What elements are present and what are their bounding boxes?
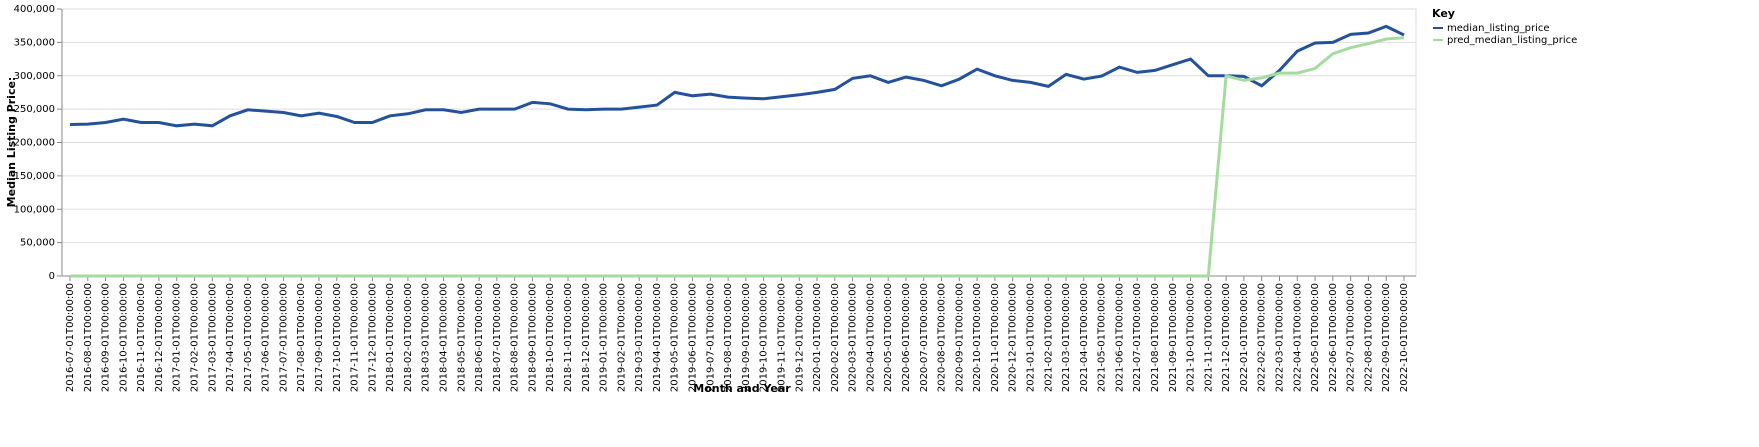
x-tick-label: 2017-06-01T00:00:00 (261, 283, 272, 392)
x-tick-label: 2018-10-01T00:00:00 (545, 283, 556, 392)
x-tick-label: 2019-04-01T00:00:00 (652, 283, 663, 392)
x-tick-label: 2017-11-01T00:00:00 (350, 283, 361, 392)
x-tick-label: 2017-08-01T00:00:00 (296, 283, 307, 392)
x-tick-label: 2016-09-01T00:00:00 (101, 283, 112, 392)
x-tick-label: 2019-02-01T00:00:00 (616, 283, 627, 392)
x-tick-label: 2021-11-01T00:00:00 (1203, 283, 1214, 392)
x-tick-label: 2018-09-01T00:00:00 (527, 283, 538, 392)
x-tick-label: 2020-03-01T00:00:00 (848, 283, 859, 392)
x-tick-label: 2018-03-01T00:00:00 (421, 283, 432, 392)
x-tick-label: 2020-11-01T00:00:00 (990, 283, 1001, 392)
x-tick-label: 2016-08-01T00:00:00 (83, 283, 94, 392)
x-tick-label: 2016-10-01T00:00:00 (118, 283, 129, 392)
legend-label: median_listing_price (1447, 23, 1550, 34)
x-tick-label: 2017-01-01T00:00:00 (172, 283, 183, 392)
legend-title: Key (1432, 7, 1455, 20)
x-tick-label: 2019-10-01T00:00:00 (759, 283, 770, 392)
x-tick-label: 2022-09-01T00:00:00 (1381, 283, 1392, 392)
x-tick-label: 2020-08-01T00:00:00 (937, 283, 948, 392)
x-tick-label: 2018-08-01T00:00:00 (510, 283, 521, 392)
x-tick-label: 2018-06-01T00:00:00 (474, 283, 485, 392)
y-tick-label: 50,000 (20, 238, 55, 249)
x-tick-label: 2018-07-01T00:00:00 (492, 283, 503, 392)
x-tick-label: 2020-02-01T00:00:00 (830, 283, 841, 392)
x-tick-label: 2020-05-01T00:00:00 (883, 283, 894, 392)
x-tick-label: 2019-12-01T00:00:00 (794, 283, 805, 392)
x-tick-label: 2017-02-01T00:00:00 (190, 283, 201, 392)
x-tick-label: 2021-05-01T00:00:00 (1097, 283, 1108, 392)
x-tick-label: 2022-04-01T00:00:00 (1292, 283, 1303, 392)
x-tick-label: 2017-12-01T00:00:00 (367, 283, 378, 392)
y-tick-label: 250,000 (14, 104, 55, 115)
x-tick-label: 2018-02-01T00:00:00 (403, 283, 414, 392)
x-tick-label: 2018-04-01T00:00:00 (439, 283, 450, 392)
x-tick-label: 2021-04-01T00:00:00 (1079, 283, 1090, 392)
x-tick-label: 2022-10-01T00:00:00 (1399, 283, 1410, 392)
x-tick-label: 2020-06-01T00:00:00 (901, 283, 912, 392)
x-tick-label: 2017-07-01T00:00:00 (278, 283, 289, 392)
x-tick-label: 2021-09-01T00:00:00 (1168, 283, 1179, 392)
x-tick-label: 2022-03-01T00:00:00 (1274, 283, 1285, 392)
x-tick-label: 2021-07-01T00:00:00 (1132, 283, 1143, 392)
x-tick-label: 2020-10-01T00:00:00 (972, 283, 983, 392)
x-tick-label: 2022-01-01T00:00:00 (1239, 283, 1250, 392)
x-tick-label: 2018-12-01T00:00:00 (581, 283, 592, 392)
x-tick-label: 2020-04-01T00:00:00 (865, 283, 876, 392)
x-tick-label: 2019-03-01T00:00:00 (634, 283, 645, 392)
x-tick-label: 2019-08-01T00:00:00 (723, 283, 734, 392)
x-tick-label: 2016-11-01T00:00:00 (136, 283, 147, 392)
x-tick-label: 2019-01-01T00:00:00 (599, 283, 610, 392)
x-axis-title: Month and Year (693, 382, 791, 395)
legend-label: pred_median_listing_price (1447, 35, 1577, 46)
x-tick-label: 2022-07-01T00:00:00 (1346, 283, 1357, 392)
x-tick-label: 2017-09-01T00:00:00 (314, 283, 325, 392)
x-tick-label: 2021-10-01T00:00:00 (1186, 283, 1197, 392)
y-tick-label: 300,000 (14, 71, 55, 82)
x-tick-label: 2018-11-01T00:00:00 (563, 283, 574, 392)
x-tick-label: 2020-12-01T00:00:00 (1008, 283, 1019, 392)
y-tick-label: 200,000 (14, 138, 55, 149)
x-tick-label: 2018-01-01T00:00:00 (385, 283, 396, 392)
x-tick-label: 2022-06-01T00:00:00 (1328, 283, 1339, 392)
y-tick-label: 400,000 (14, 4, 55, 15)
x-tick-label: 2021-03-01T00:00:00 (1061, 283, 1072, 392)
x-tick-label: 2017-03-01T00:00:00 (207, 283, 218, 392)
x-tick-label: 2022-02-01T00:00:00 (1257, 283, 1268, 392)
x-tick-label: 2020-01-01T00:00:00 (812, 283, 823, 392)
x-tick-label: 2017-05-01T00:00:00 (243, 283, 254, 392)
x-tick-label: 2017-04-01T00:00:00 (225, 283, 236, 392)
x-tick-label: 2022-08-01T00:00:00 (1363, 283, 1374, 392)
y-tick-label: 150,000 (14, 171, 55, 182)
x-tick-label: 2018-05-01T00:00:00 (456, 283, 467, 392)
x-tick-label: 2019-07-01T00:00:00 (705, 283, 716, 392)
x-tick-label: 2016-07-01T00:00:00 (65, 283, 76, 392)
y-axis-title: Median Listing Price: (5, 77, 18, 208)
line-series (69, 24, 1405, 128)
x-tick-label: 2021-06-01T00:00:00 (1114, 283, 1125, 392)
x-tick-label: 2021-02-01T00:00:00 (1043, 283, 1054, 392)
x-tick-label: 2021-12-01T00:00:00 (1221, 283, 1232, 392)
x-tick-label: 2021-08-01T00:00:00 (1150, 283, 1161, 392)
x-tick-label: 2019-09-01T00:00:00 (741, 283, 752, 392)
x-tick-label: 2021-01-01T00:00:00 (1025, 283, 1036, 392)
x-tick-label: 2016-12-01T00:00:00 (154, 283, 165, 392)
y-tick-label: 350,000 (14, 37, 55, 48)
x-tick-label: 2020-09-01T00:00:00 (954, 283, 965, 392)
x-tick-label: 2020-07-01T00:00:00 (919, 283, 930, 392)
y-tick-label: 100,000 (14, 204, 55, 215)
y-tick-label: 0 (49, 271, 55, 282)
line-series (70, 36, 1405, 278)
x-tick-label: 2019-11-01T00:00:00 (776, 283, 787, 392)
x-tick-label: 2019-05-01T00:00:00 (670, 283, 681, 392)
x-tick-label: 2017-10-01T00:00:00 (332, 283, 343, 392)
x-tick-label: 2019-06-01T00:00:00 (688, 283, 699, 392)
x-tick-label: 2022-05-01T00:00:00 (1310, 283, 1321, 392)
